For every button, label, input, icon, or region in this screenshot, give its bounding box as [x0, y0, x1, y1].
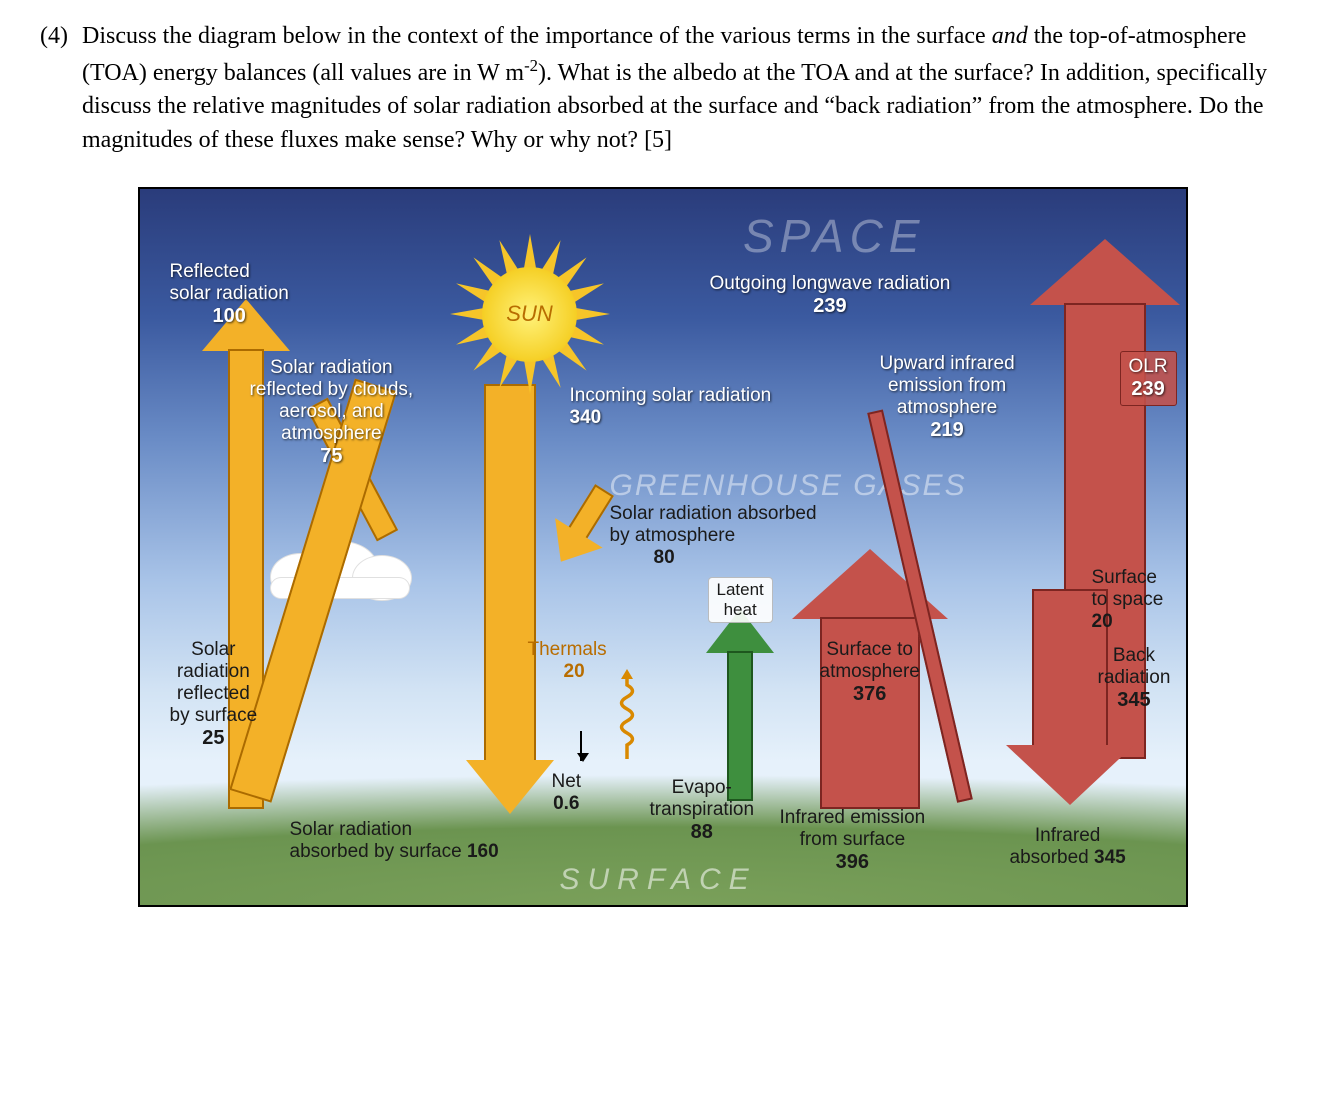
evapo-label: Evapo- transpiration 88: [650, 777, 755, 844]
absorbed-atm-label: Solar radiation absorbed by atmosphere 8…: [610, 503, 817, 569]
question-number: (4): [40, 20, 68, 157]
absorbed-surface-label: Solar radiation absorbed by surface 160: [290, 819, 499, 863]
q-prefix: Discuss the diagram below in the context…: [82, 23, 992, 49]
reflected-surface-label: Solar radiation reflected by surface 25: [170, 639, 258, 749]
thermals-label: Thermals 20: [528, 639, 607, 683]
q-exp: -2: [524, 56, 538, 75]
surface-title: SURFACE: [560, 863, 757, 897]
thermals-icon: [616, 669, 638, 759]
latent-heat-arrow: [710, 609, 770, 799]
greenhouse-title: GREENHOUSE GASES: [610, 469, 967, 503]
net-label: Net0.6: [552, 771, 582, 815]
olr-box-label: OLR 239: [1120, 351, 1177, 406]
surf-to-atm-label: Surface to atmosphere 376: [820, 639, 920, 706]
ir-absorbed-label: Infrared absorbed 345: [1010, 825, 1126, 869]
sun-label: SUN: [482, 267, 577, 362]
net-arrow-icon: [580, 731, 592, 761]
ir-emit-surf-label: Infrared emission from surface 396: [780, 807, 926, 874]
q-and: and: [992, 23, 1028, 49]
question-block: (4) Discuss the diagram below in the con…: [40, 20, 1285, 157]
sun-icon: SUN: [445, 229, 615, 399]
olr-label: Outgoing longwave radiation 239: [710, 273, 951, 318]
energy-balance-diagram: SPACE GREENHOUSE GASES SURFACE SUN: [138, 187, 1188, 907]
question-text: Discuss the diagram below in the context…: [82, 20, 1285, 157]
latent-heat-label: Latent heat: [708, 577, 773, 623]
reflected-clouds-label: Solar radiation reflected by clouds, aer…: [250, 357, 414, 467]
back-radiation-label: Back radiation 345: [1098, 645, 1171, 712]
incoming-solar-arrow: [470, 384, 550, 814]
reflected-solar-label: Reflected solar radiation 100: [170, 261, 289, 328]
up-ir-atm-label: Upward infrared emission from atmosphere…: [880, 353, 1015, 442]
surf-to-space-label: Surface to space 20: [1092, 567, 1186, 633]
space-title: SPACE: [743, 209, 926, 263]
